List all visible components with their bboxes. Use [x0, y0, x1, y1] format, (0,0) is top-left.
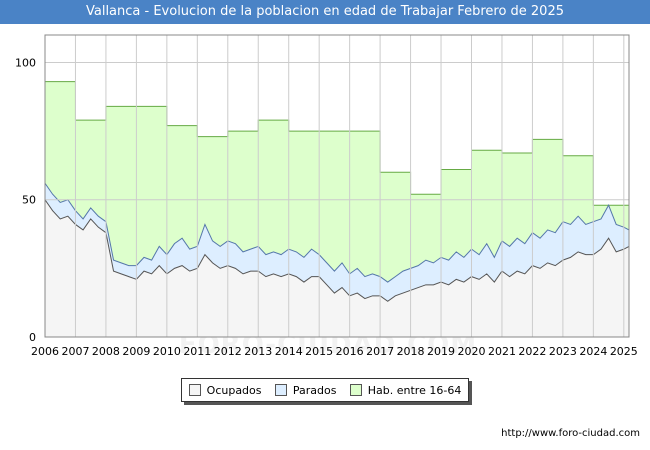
y-tick-label: 100 — [15, 56, 36, 69]
y-tick-label: 50 — [22, 194, 36, 207]
x-tick-label: 2014 — [275, 345, 303, 358]
chart-title: Vallanca - Evolucion de la poblacion en … — [0, 0, 650, 24]
y-tick-label: 0 — [29, 331, 36, 344]
x-tick-label: 2022 — [518, 345, 546, 358]
legend-item-hab: Hab. entre 16-64 — [349, 383, 462, 397]
x-tick-label: 2023 — [549, 345, 577, 358]
x-tick-label: 2017 — [366, 345, 394, 358]
chart-legend: Ocupados Parados Hab. entre 16-64 — [181, 378, 469, 402]
legend-label-parados: Parados — [292, 383, 337, 397]
legend-item-parados: Parados — [274, 383, 337, 397]
legend-swatch-ocupados — [188, 384, 201, 396]
x-tick-label: 2007 — [61, 345, 89, 358]
x-tick-label: 2021 — [488, 345, 516, 358]
series-ocupados-line — [44, 199, 630, 302]
x-tick-label: 2010 — [153, 345, 181, 358]
legend-label-ocupados: Ocupados — [206, 383, 262, 397]
legend-item-ocupados: Ocupados — [188, 383, 262, 397]
legend-swatch-hab — [349, 384, 362, 396]
series-ocupados-area — [45, 199, 629, 337]
x-tick-label: 2024 — [579, 345, 607, 358]
x-tick-label: 2020 — [457, 345, 485, 358]
series-parados-line — [44, 182, 630, 283]
x-tick-label: 2013 — [244, 345, 272, 358]
x-tick-label: 2009 — [122, 345, 150, 358]
x-tick-label: 2025 — [610, 345, 638, 358]
legend-label-hab: Hab. entre 16-64 — [367, 383, 462, 397]
plot-frame — [44, 34, 630, 338]
x-tick-label: 2018 — [397, 345, 425, 358]
x-tick-label: 2011 — [183, 345, 211, 358]
chart-plot: 2006 2007 2008 2009 2010 2011 2012 2013 2014 2015… — [15, 34, 638, 358]
x-tick-label: 2016 — [336, 345, 364, 358]
x-tick-label: 2006 — [31, 345, 59, 358]
x-tick-label: 2015 — [305, 345, 333, 358]
x-tick-label: 2019 — [427, 345, 455, 358]
x-tick-label: 2012 — [214, 345, 242, 358]
legend-swatch-parados — [274, 384, 287, 396]
x-tick-label: 2008 — [92, 345, 120, 358]
footer-url: http://www.foro-ciudad.com — [501, 428, 640, 439]
